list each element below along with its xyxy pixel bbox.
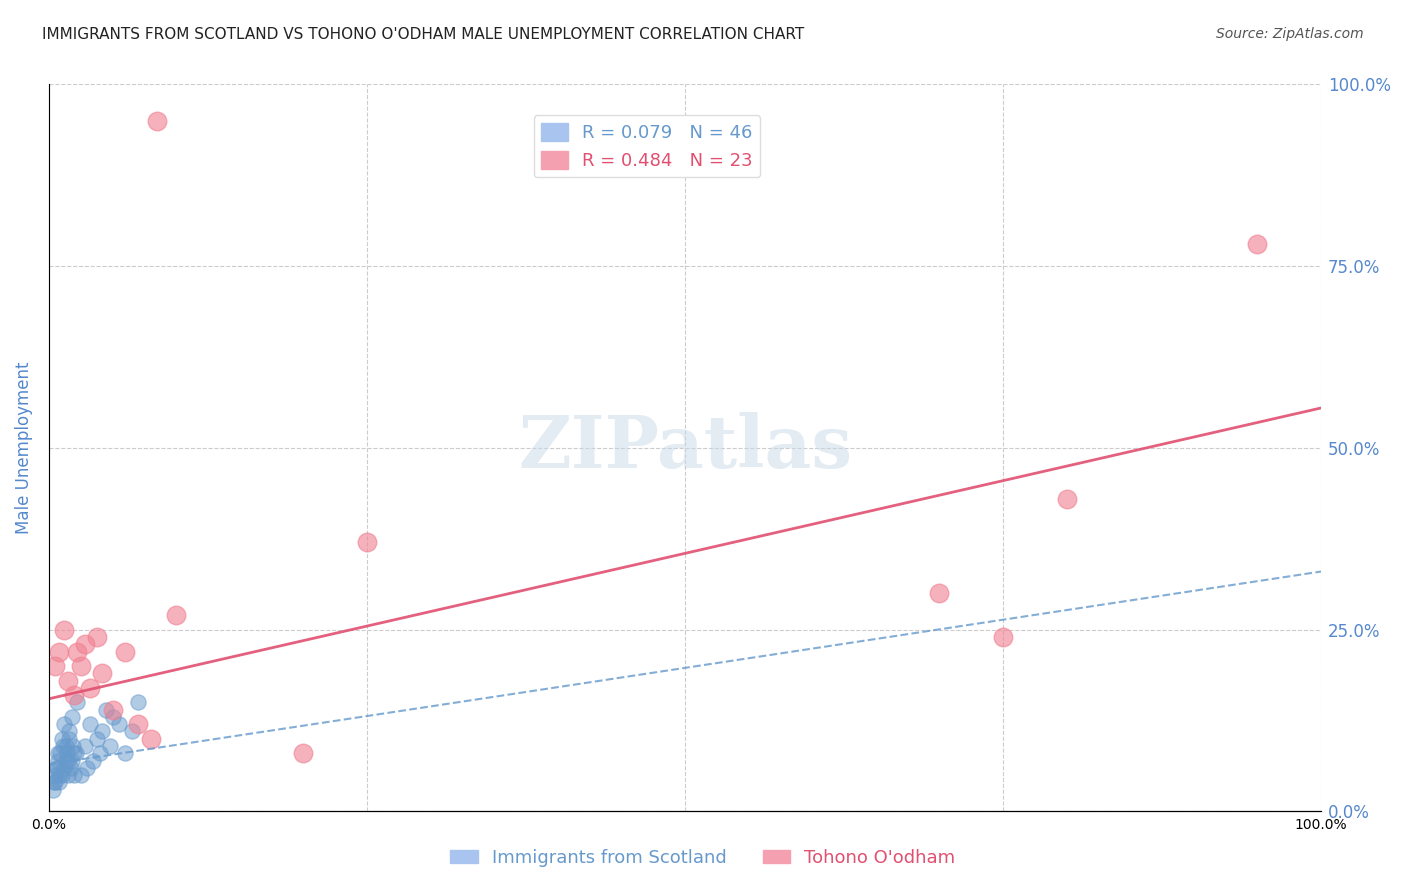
Point [66,695,89,709]
Point [114,747,136,761]
Legend: R = 0.079   N = 46, R = 0.484   N = 23: R = 0.079 N = 46, R = 0.484 N = 23 [533,115,761,178]
Point [58,731,80,746]
Point [55,747,77,761]
Point [127,695,149,709]
Point [73,637,96,651]
Point [48,775,70,789]
Point [48,644,70,658]
Point [86,630,108,644]
Text: ZIPatlas: ZIPatlas [517,412,852,483]
Point [51,731,73,746]
Point [49,747,72,761]
Point [46,754,69,768]
Point [58,724,80,739]
Point [82,754,104,768]
Point [55,754,77,768]
Point [89,747,111,761]
Point [165,608,187,623]
Point [86,731,108,746]
Point [56,754,79,768]
Point [51,768,73,782]
Point [63,688,86,702]
Point [44,775,66,789]
Point [45,761,67,775]
Point [63,768,86,782]
Point [65,747,87,761]
Point [1056,491,1078,506]
Point [292,747,315,761]
Y-axis label: Male Unemployment: Male Unemployment [15,361,32,534]
Point [98,739,121,753]
Point [356,535,378,549]
Point [91,724,114,739]
Text: IMMIGRANTS FROM SCOTLAND VS TOHONO O'ODHAM MALE UNEMPLOYMENT CORRELATION CHART: IMMIGRANTS FROM SCOTLAND VS TOHONO O'ODH… [42,27,804,42]
Point [101,703,124,717]
Point [53,761,76,775]
Point [42,775,65,789]
Point [1246,237,1268,252]
Point [991,630,1014,644]
Point [48,768,70,782]
Point [45,761,67,775]
Point [66,644,89,658]
Point [76,761,98,775]
Point [42,782,65,797]
Point [69,768,91,782]
Point [56,768,79,782]
Point [55,739,77,753]
Point [46,747,69,761]
Point [60,754,83,768]
Point [52,739,75,753]
Text: Source: ZipAtlas.com: Source: ZipAtlas.com [1216,27,1364,41]
Point [146,113,169,128]
Point [79,717,101,731]
Point [73,739,96,753]
Point [108,717,131,731]
Point [127,717,149,731]
Point [79,681,101,695]
Point [59,761,82,775]
Point [139,731,162,746]
Point [114,644,136,658]
Point [44,768,66,782]
Legend: Immigrants from Scotland, Tohono O'odham: Immigrants from Scotland, Tohono O'odham [443,842,963,874]
Point [44,659,66,673]
Point [69,659,91,673]
Point [928,586,950,600]
Point [96,703,118,717]
Point [53,623,76,637]
Point [53,717,76,731]
Point [62,739,84,753]
Point [56,673,79,688]
Point [60,710,83,724]
Point [121,724,143,739]
Point [101,710,124,724]
Point [91,666,114,681]
Point [63,747,86,761]
